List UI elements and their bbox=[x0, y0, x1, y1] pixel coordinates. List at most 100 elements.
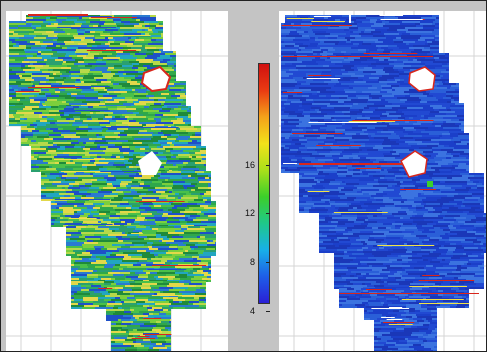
data-stripe bbox=[159, 23, 163, 25]
data-stripe bbox=[439, 169, 451, 171]
data-stripe bbox=[159, 160, 167, 162]
data-stripe bbox=[182, 203, 197, 205]
data-stripe bbox=[110, 211, 120, 213]
data-stripe bbox=[184, 134, 192, 136]
data-stripe bbox=[90, 252, 106, 254]
data-stripe bbox=[290, 31, 297, 33]
data-stripe bbox=[101, 285, 115, 287]
data-stripe bbox=[399, 47, 409, 49]
data-stripe bbox=[51, 55, 58, 57]
data-stripe bbox=[396, 279, 405, 281]
data-stripe bbox=[106, 309, 124, 311]
data-stripe bbox=[69, 116, 73, 118]
data-stripe bbox=[15, 59, 24, 61]
data-stripe bbox=[433, 221, 438, 223]
data-stripe bbox=[313, 51, 323, 53]
data-stripe bbox=[382, 253, 391, 255]
data-stripe bbox=[387, 267, 402, 269]
data-stripe bbox=[111, 335, 128, 337]
data-stripe bbox=[9, 77, 20, 79]
data-stripe bbox=[320, 47, 333, 49]
data-stripe bbox=[300, 63, 305, 65]
data-stripe bbox=[175, 116, 178, 118]
data-stripe bbox=[399, 57, 415, 59]
data-stripe bbox=[464, 263, 467, 265]
right-data-stripes bbox=[281, 15, 486, 351]
data-stripe bbox=[64, 67, 71, 69]
data-stripe bbox=[179, 134, 184, 136]
data-stripe bbox=[58, 55, 65, 57]
data-stripe bbox=[425, 171, 440, 173]
data-stripe bbox=[44, 59, 47, 61]
data-stripe bbox=[195, 189, 200, 191]
data-stripe bbox=[20, 99, 30, 101]
data-stripe bbox=[315, 149, 332, 151]
data-stripe bbox=[361, 31, 364, 33]
data-stripe bbox=[108, 47, 123, 49]
data-stripe bbox=[320, 135, 326, 137]
data-stripe bbox=[110, 193, 118, 195]
data-stripe bbox=[60, 146, 65, 148]
data-stripe bbox=[368, 247, 379, 249]
data-stripe bbox=[402, 21, 407, 23]
data-stripe bbox=[456, 179, 470, 181]
data-stripe bbox=[123, 191, 131, 193]
data-stripe bbox=[125, 349, 137, 351]
data-stripe bbox=[350, 245, 365, 247]
data-stripe bbox=[206, 248, 215, 250]
data-stripe bbox=[373, 251, 391, 253]
data-stripe bbox=[13, 33, 18, 35]
data-stripe bbox=[125, 221, 134, 223]
data-stripe bbox=[66, 118, 70, 120]
data-stripe bbox=[198, 187, 208, 189]
data-stripe bbox=[357, 191, 362, 193]
data-stripe bbox=[382, 213, 392, 215]
data-stripe bbox=[100, 124, 116, 126]
data-stripe bbox=[110, 313, 113, 315]
data-stripe bbox=[392, 93, 400, 95]
data-stripe bbox=[45, 173, 50, 175]
data-stripe bbox=[83, 142, 86, 144]
data-stripe bbox=[175, 193, 179, 195]
data-stripe bbox=[355, 37, 371, 39]
data-stripe bbox=[174, 124, 188, 126]
data-stripe bbox=[167, 61, 176, 63]
data-stripe bbox=[107, 31, 113, 33]
data-streak bbox=[152, 265, 207, 266]
data-stripe bbox=[422, 255, 439, 257]
data-stripe bbox=[347, 61, 350, 63]
data-stripe bbox=[154, 250, 168, 252]
data-stripe bbox=[393, 281, 402, 283]
data-stripe bbox=[168, 209, 185, 211]
data-stripe bbox=[291, 23, 294, 25]
data-stripe bbox=[338, 221, 354, 223]
data-stripe bbox=[183, 120, 191, 122]
data-stripe bbox=[306, 201, 313, 203]
data-stripe bbox=[356, 197, 370, 199]
data-stripe bbox=[460, 137, 469, 139]
data-stripe bbox=[124, 23, 139, 25]
data-stripe bbox=[449, 183, 467, 185]
data-stripe bbox=[74, 41, 91, 43]
data-stripe bbox=[122, 146, 129, 148]
data-stripe bbox=[180, 221, 187, 223]
data-stripe bbox=[384, 281, 387, 283]
data-stripe bbox=[444, 245, 462, 247]
data-stripe bbox=[62, 47, 67, 49]
data-stripe bbox=[423, 259, 428, 261]
data-stripe bbox=[339, 290, 356, 292]
data-stripe bbox=[383, 199, 393, 201]
data-streak bbox=[313, 16, 332, 17]
data-stripe bbox=[399, 75, 408, 77]
data-stripe bbox=[14, 31, 29, 33]
data-stripe bbox=[361, 61, 376, 63]
data-stripe bbox=[390, 51, 402, 53]
data-stripe bbox=[141, 140, 158, 142]
data-stripe bbox=[407, 107, 423, 109]
data-stripe bbox=[351, 53, 362, 55]
data-stripe bbox=[357, 111, 362, 113]
data-stripe bbox=[78, 230, 84, 232]
data-stripe bbox=[106, 313, 110, 315]
data-stripe bbox=[99, 160, 115, 162]
data-stripe bbox=[46, 95, 59, 97]
